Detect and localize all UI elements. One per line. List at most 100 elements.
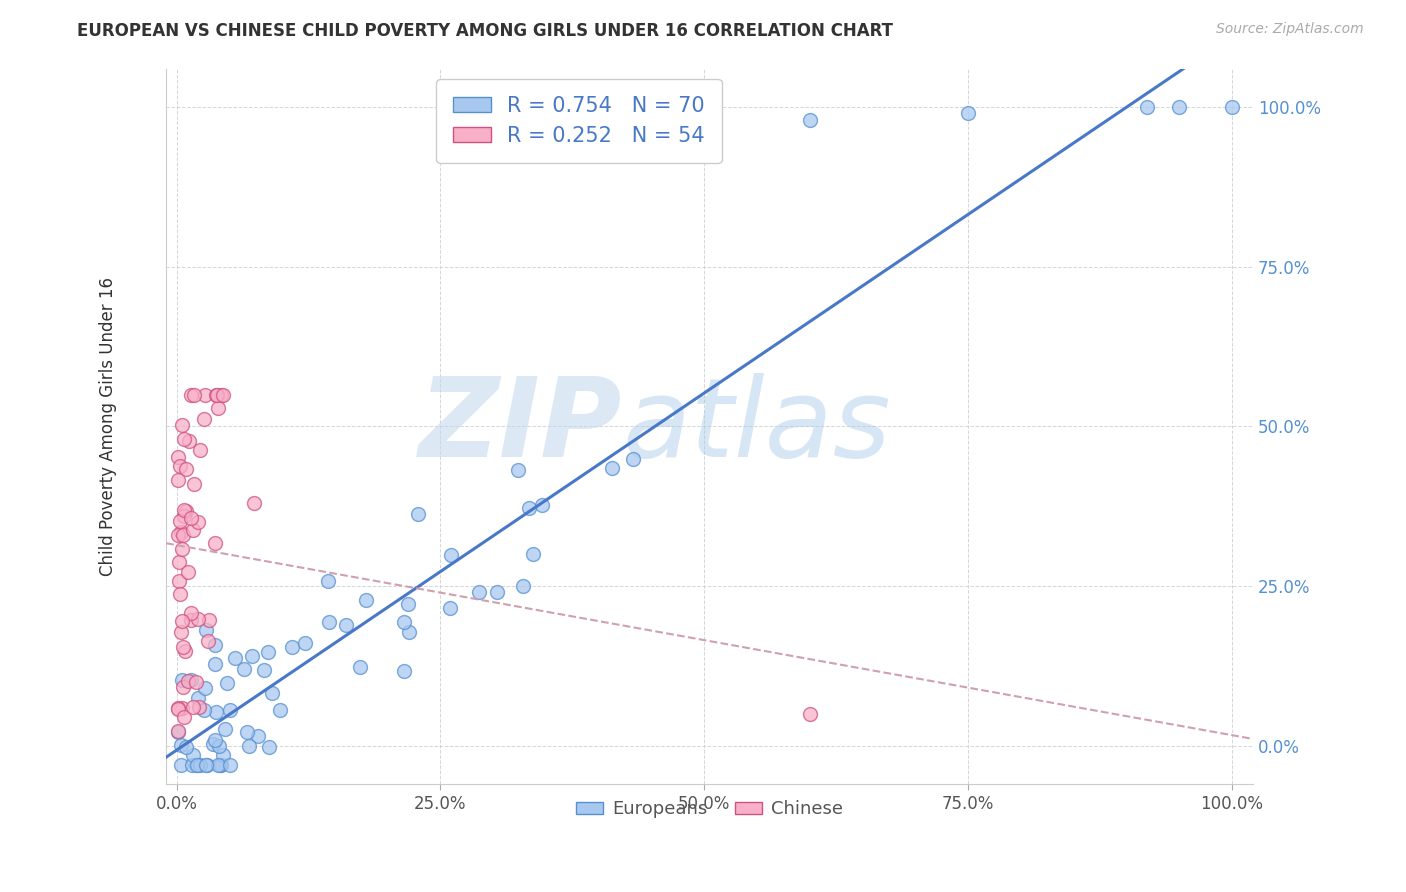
Point [205, 387, 228, 401]
Point [799, 112, 821, 127]
Point [197, 634, 219, 648]
Point [208, 739, 231, 754]
Point [799, 707, 821, 722]
Point [190, 758, 212, 772]
Point [187, 612, 209, 626]
Point [183, 476, 205, 491]
Text: atlas: atlas [623, 373, 891, 480]
Point [207, 401, 229, 416]
Point [621, 451, 644, 466]
Point [195, 758, 218, 772]
Point [173, 432, 195, 446]
Point [169, 459, 191, 474]
Point [439, 600, 461, 615]
Point [186, 758, 208, 772]
Point [209, 387, 232, 401]
Point [506, 463, 529, 477]
Point [195, 623, 218, 637]
Point [170, 673, 193, 688]
Point [392, 664, 415, 678]
Point [186, 674, 208, 689]
Point [167, 725, 190, 739]
Point [181, 748, 204, 763]
Point [169, 514, 191, 528]
Point [166, 701, 188, 715]
Point [170, 524, 193, 539]
Point [170, 739, 193, 753]
Point [204, 733, 226, 747]
Text: Source: ZipAtlas.com: Source: ZipAtlas.com [1216, 22, 1364, 37]
Point [176, 565, 198, 579]
Point [209, 758, 232, 772]
Point [394, 615, 416, 629]
Point [204, 536, 226, 550]
Point [193, 703, 215, 717]
Point [956, 106, 979, 120]
Point [186, 758, 208, 772]
Point [202, 737, 225, 751]
Point [187, 700, 209, 714]
Point [180, 511, 202, 525]
Point [169, 586, 191, 600]
Point [214, 723, 236, 737]
Point [224, 650, 246, 665]
Point [170, 542, 193, 557]
Point [522, 547, 544, 561]
Point [170, 624, 193, 639]
Point [280, 640, 302, 655]
Point [170, 758, 193, 772]
Y-axis label: Child Poverty Among Girls Under 16: Child Poverty Among Girls Under 16 [100, 277, 117, 576]
Point [468, 584, 491, 599]
Point [167, 702, 190, 716]
Point [294, 636, 316, 650]
Text: ZIP: ZIP [419, 373, 623, 480]
Point [439, 548, 461, 562]
Point [166, 528, 188, 542]
Point [269, 703, 291, 717]
Point [396, 597, 419, 611]
Legend: Europeans, Chinese: Europeans, Chinese [569, 793, 849, 825]
Point [1220, 100, 1243, 114]
Point [257, 739, 280, 754]
Point [262, 686, 284, 700]
Point [233, 662, 256, 676]
Point [205, 387, 228, 401]
Point [180, 758, 202, 772]
Point [243, 496, 266, 510]
Point [238, 739, 260, 754]
Point [172, 527, 194, 541]
Point [318, 615, 340, 629]
Point [1168, 100, 1191, 114]
Point [183, 700, 205, 714]
Point [180, 387, 202, 401]
Point [180, 607, 202, 621]
Point [187, 691, 209, 706]
Point [204, 657, 226, 671]
Point [167, 574, 190, 588]
Point [219, 758, 242, 772]
Point [349, 659, 371, 673]
Point [173, 509, 195, 524]
Point [215, 676, 238, 690]
Point [177, 673, 200, 688]
Point [169, 555, 191, 569]
Point [356, 593, 378, 607]
Point [173, 709, 195, 723]
Point [194, 681, 217, 695]
Point [219, 703, 242, 717]
Point [600, 461, 623, 475]
Point [253, 663, 276, 677]
Point [406, 508, 429, 522]
Point [170, 417, 193, 432]
Point [318, 574, 340, 588]
Point [173, 503, 195, 517]
Point [257, 645, 280, 659]
Point [172, 640, 194, 654]
Point [174, 739, 197, 754]
Point [194, 758, 217, 772]
Point [212, 748, 235, 763]
Point [204, 638, 226, 652]
Point [517, 501, 540, 516]
Point [1136, 100, 1159, 114]
Point [166, 473, 188, 487]
